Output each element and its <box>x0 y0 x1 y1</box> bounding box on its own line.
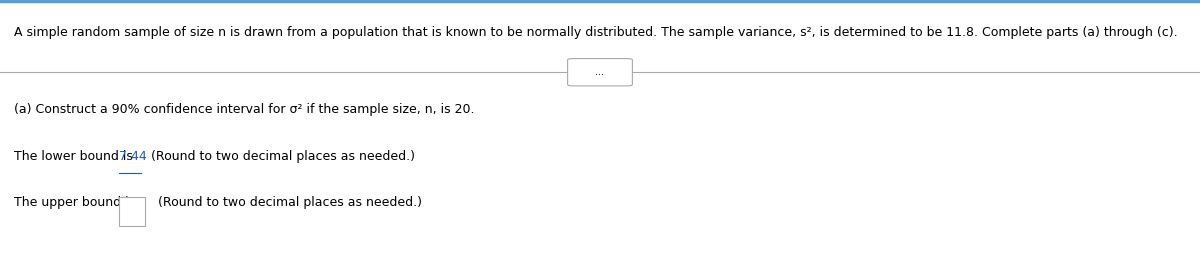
Text: The upper bound is: The upper bound is <box>14 196 139 209</box>
Text: (Round to two decimal places as needed.): (Round to two decimal places as needed.) <box>150 196 422 209</box>
Text: ...: ... <box>595 67 605 77</box>
Text: (a) Construct a 90% confidence interval for σ² if the sample size, n, is 20.: (a) Construct a 90% confidence interval … <box>14 103 475 116</box>
Text: 7.44: 7.44 <box>119 150 146 163</box>
Text: A simple random sample of size n is drawn from a population that is known to be : A simple random sample of size n is draw… <box>14 26 1178 39</box>
Text: The lower bound is: The lower bound is <box>14 150 137 163</box>
FancyBboxPatch shape <box>119 197 145 226</box>
Text: (Round to two decimal places as needed.): (Round to two decimal places as needed.) <box>143 150 415 163</box>
FancyBboxPatch shape <box>568 59 632 86</box>
